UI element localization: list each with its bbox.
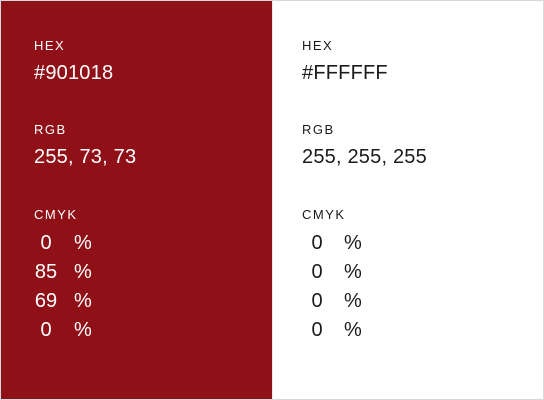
primary-cmyk-magenta-value: 85 <box>34 261 58 283</box>
primary-cmyk-yellow: 69 % <box>1 289 201 313</box>
secondary-cmyk-magenta: 0 % <box>273 260 473 284</box>
secondary-cmyk-label: CMYK <box>302 207 346 222</box>
primary-cmyk-cyan: 0 % <box>1 231 201 255</box>
primary-cmyk-label: CMYK <box>34 207 78 222</box>
primary-cmyk-key-unit: % <box>74 319 92 341</box>
secondary-cmyk-magenta-unit: % <box>344 261 362 283</box>
primary-color-swatch: HEX #901018 RGB 255, 73, 73 CMYK 0 % 85 … <box>1 1 272 399</box>
secondary-cmyk-cyan-value: 0 <box>311 232 323 254</box>
secondary-cmyk-key-value: 0 <box>311 319 323 341</box>
primary-cmyk-cyan-value: 0 <box>40 232 52 254</box>
primary-cmyk-key: 0 % <box>1 318 201 342</box>
secondary-cmyk-magenta-value: 0 <box>311 261 323 283</box>
primary-cmyk-magenta: 85 % <box>1 260 201 284</box>
secondary-cmyk-cyan: 0 % <box>273 231 473 255</box>
secondary-cmyk-yellow: 0 % <box>273 289 473 313</box>
primary-hex-label: HEX <box>34 38 66 53</box>
secondary-hex-label: HEX <box>302 38 334 53</box>
primary-rgb-label: RGB <box>34 122 67 137</box>
secondary-rgb-value: 255, 255, 255 <box>302 146 427 168</box>
primary-cmyk-magenta-unit: % <box>74 261 92 283</box>
primary-cmyk-cyan-unit: % <box>74 232 92 254</box>
secondary-color-swatch: HEX #FFFFFF RGB 255, 255, 255 CMYK 0 % 0… <box>272 1 543 399</box>
secondary-cmyk-yellow-value: 0 <box>311 290 323 312</box>
secondary-cmyk-key-unit: % <box>344 319 362 341</box>
secondary-cmyk-cyan-unit: % <box>344 232 362 254</box>
primary-hex-value: #901018 <box>34 62 114 84</box>
primary-rgb-value: 255, 73, 73 <box>34 146 137 168</box>
primary-cmyk-yellow-value: 69 <box>34 290 58 312</box>
secondary-hex-value: #FFFFFF <box>302 62 388 84</box>
primary-cmyk-yellow-unit: % <box>74 290 92 312</box>
primary-cmyk-key-value: 0 <box>40 319 52 341</box>
secondary-cmyk-yellow-unit: % <box>344 290 362 312</box>
secondary-cmyk-key: 0 % <box>273 318 473 342</box>
secondary-rgb-label: RGB <box>302 122 335 137</box>
